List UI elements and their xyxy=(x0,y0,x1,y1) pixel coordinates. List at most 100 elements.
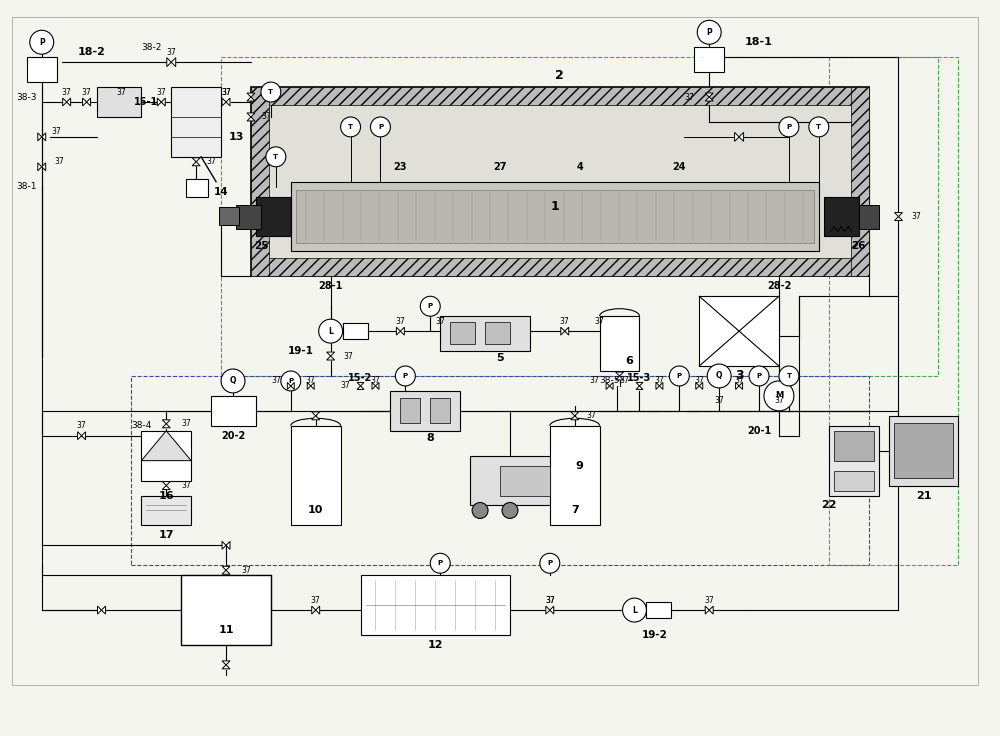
Polygon shape xyxy=(141,431,191,461)
Polygon shape xyxy=(616,376,624,380)
Text: 1: 1 xyxy=(550,200,559,213)
Text: 37: 37 xyxy=(341,381,350,390)
Bar xyxy=(829,57,958,565)
Polygon shape xyxy=(705,606,709,614)
Polygon shape xyxy=(327,352,335,356)
Text: 38-2: 38-2 xyxy=(141,43,162,52)
Text: 37: 37 xyxy=(181,481,191,490)
Polygon shape xyxy=(375,383,379,389)
Text: 37: 37 xyxy=(82,88,91,96)
Text: 37: 37 xyxy=(704,595,714,604)
Text: 37: 37 xyxy=(62,88,72,96)
Text: 37: 37 xyxy=(371,376,380,386)
Bar xyxy=(251,87,269,276)
Bar xyxy=(296,190,814,244)
Text: T: T xyxy=(816,124,821,130)
Text: 13: 13 xyxy=(228,132,244,142)
Polygon shape xyxy=(606,383,610,389)
Polygon shape xyxy=(247,93,255,97)
Circle shape xyxy=(30,30,54,54)
Polygon shape xyxy=(98,606,102,614)
Polygon shape xyxy=(739,132,744,141)
Text: 20-2: 20-2 xyxy=(221,431,245,441)
Polygon shape xyxy=(87,98,91,106)
Polygon shape xyxy=(222,661,230,665)
Text: 11: 11 xyxy=(218,625,234,635)
Polygon shape xyxy=(327,356,335,360)
Polygon shape xyxy=(610,383,613,389)
Polygon shape xyxy=(705,97,713,101)
Polygon shape xyxy=(67,98,71,106)
Text: 37: 37 xyxy=(271,376,281,386)
Text: 4: 4 xyxy=(576,162,583,171)
Circle shape xyxy=(809,117,829,137)
Text: T: T xyxy=(786,373,791,379)
Text: 19-2: 19-2 xyxy=(641,630,667,640)
Bar xyxy=(251,258,869,276)
Circle shape xyxy=(281,371,301,391)
Polygon shape xyxy=(396,328,400,335)
Text: 37: 37 xyxy=(344,352,353,361)
Text: 37: 37 xyxy=(684,93,694,102)
Polygon shape xyxy=(357,383,364,386)
Circle shape xyxy=(764,381,794,411)
Polygon shape xyxy=(546,606,550,614)
Text: 27: 27 xyxy=(493,162,507,171)
Text: T: T xyxy=(268,89,273,95)
Text: 21: 21 xyxy=(916,490,931,500)
Text: 17: 17 xyxy=(159,531,174,540)
Polygon shape xyxy=(222,542,226,549)
Text: 37: 37 xyxy=(545,595,555,604)
Polygon shape xyxy=(550,606,554,614)
Text: 25: 25 xyxy=(254,241,268,252)
Polygon shape xyxy=(38,133,42,141)
Bar xyxy=(600,316,639,371)
Bar xyxy=(27,57,57,82)
Text: 16: 16 xyxy=(158,490,174,500)
Text: 37: 37 xyxy=(620,376,629,386)
Polygon shape xyxy=(400,328,404,335)
Text: 28-1: 28-1 xyxy=(318,281,343,291)
Bar xyxy=(400,398,420,422)
Text: 37: 37 xyxy=(595,316,604,325)
Polygon shape xyxy=(226,98,230,106)
Bar xyxy=(131,376,869,565)
Text: P: P xyxy=(786,124,791,130)
Circle shape xyxy=(266,147,286,167)
Text: 37: 37 xyxy=(156,88,166,96)
Circle shape xyxy=(370,117,390,137)
Text: 37: 37 xyxy=(241,566,251,575)
Polygon shape xyxy=(636,383,643,386)
Text: 38-5: 38-5 xyxy=(599,376,620,386)
Bar xyxy=(834,470,874,490)
Circle shape xyxy=(697,21,721,44)
Polygon shape xyxy=(312,412,320,416)
Text: 38-1: 38-1 xyxy=(17,183,37,191)
Bar xyxy=(291,182,819,252)
Polygon shape xyxy=(307,383,311,389)
Bar xyxy=(181,576,271,645)
Bar xyxy=(646,602,671,618)
Text: P: P xyxy=(677,373,682,379)
Circle shape xyxy=(395,366,415,386)
Circle shape xyxy=(669,366,689,386)
Text: 37: 37 xyxy=(435,316,445,325)
Text: T: T xyxy=(273,154,278,160)
Text: Q: Q xyxy=(716,372,722,381)
Text: 37: 37 xyxy=(734,376,744,386)
Bar xyxy=(889,416,958,486)
Bar xyxy=(236,205,261,229)
Bar xyxy=(141,495,191,526)
Polygon shape xyxy=(222,665,230,669)
Text: 14: 14 xyxy=(214,187,228,197)
Polygon shape xyxy=(222,98,226,106)
Bar xyxy=(834,431,874,461)
Polygon shape xyxy=(162,420,170,424)
Bar xyxy=(851,87,869,276)
Polygon shape xyxy=(311,383,314,389)
Text: M: M xyxy=(775,392,783,400)
Polygon shape xyxy=(162,486,170,489)
Text: P: P xyxy=(428,303,433,309)
Polygon shape xyxy=(222,570,230,574)
Text: 37: 37 xyxy=(221,88,231,96)
